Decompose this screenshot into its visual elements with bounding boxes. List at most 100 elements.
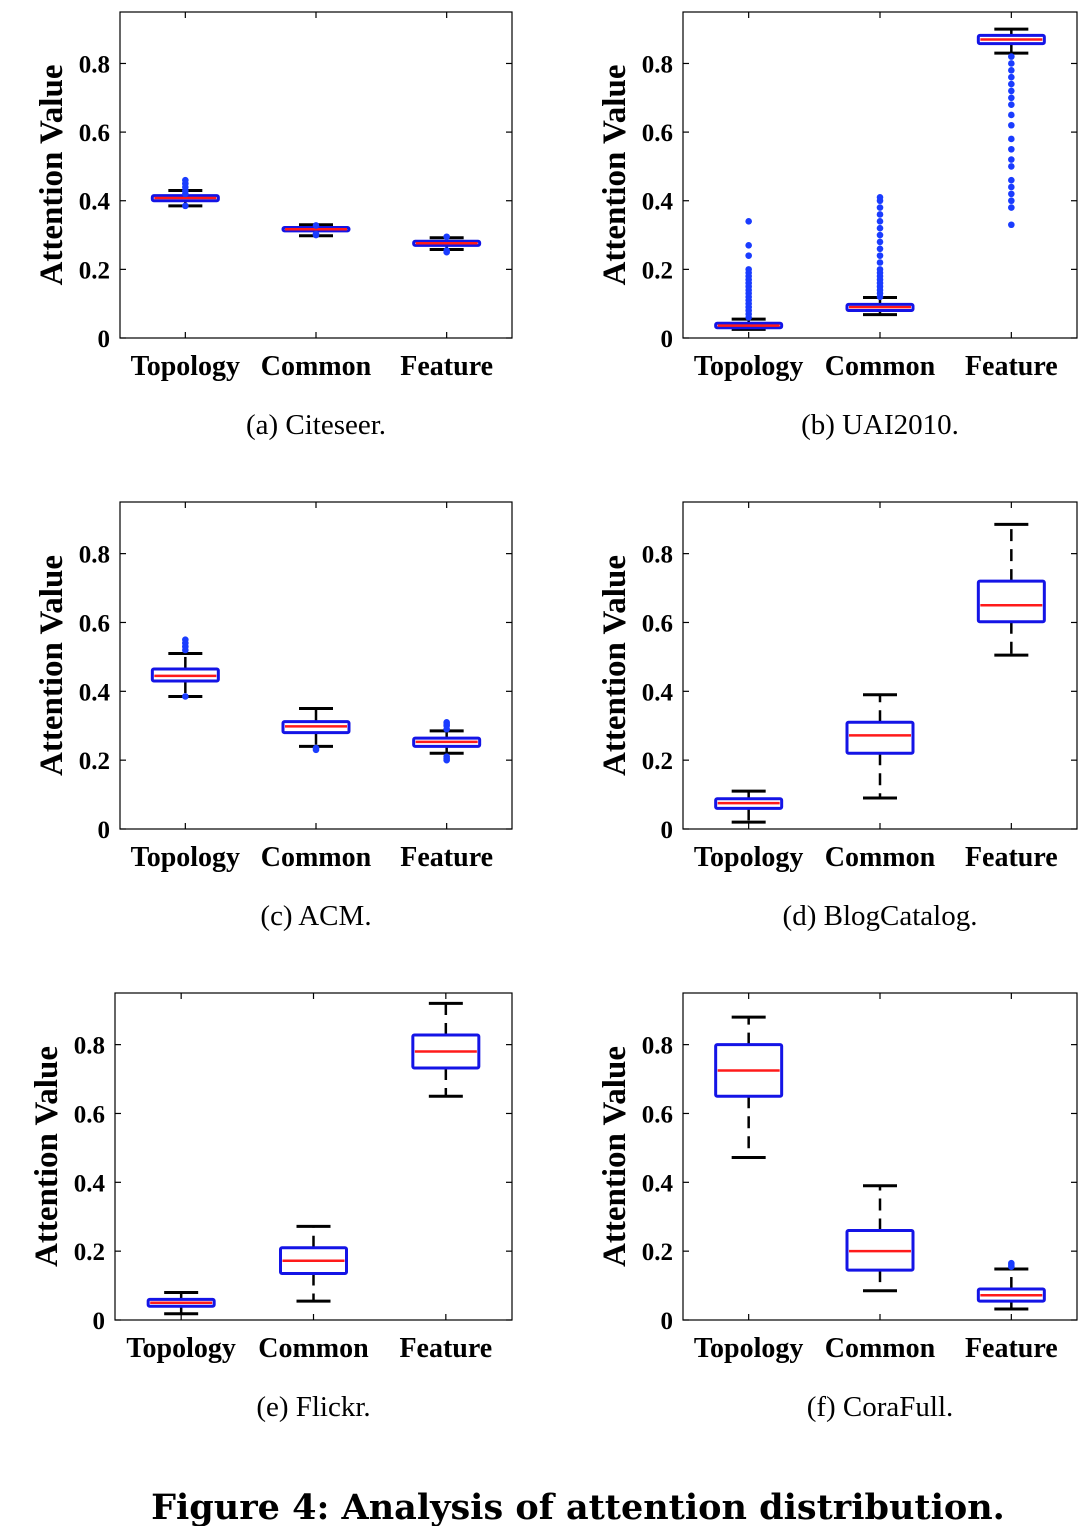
outlier-point [443, 753, 450, 761]
y-tick-label: 0.2 [642, 1239, 673, 1266]
outlier-point [312, 222, 320, 229]
outlier-point [1008, 121, 1015, 129]
y-tick-label: 0.6 [642, 120, 673, 147]
y-axis-label: Attention Value [597, 555, 633, 776]
x-category-label: Topology [694, 1333, 803, 1364]
chart-panel-6: 0 0.2 0.4 0.6 0.8 Topology Common Feature Attent… [597, 992, 1078, 1423]
x-category-label: Topology [694, 351, 803, 382]
y-tick-label: 0.6 [79, 120, 110, 147]
outlier-point [1008, 94, 1015, 102]
panel-caption: (d) BlogCatalog. [783, 900, 978, 932]
y-tick-label: 0.6 [79, 610, 110, 637]
outlier-point [312, 744, 320, 752]
chart-panel-2: 0 0.2 0.4 0.6 0.8 Topology Common Feature Attent… [597, 11, 1078, 441]
box-topology [714, 1015, 784, 1160]
x-category-label: Common [825, 1333, 936, 1364]
box-topology [146, 1290, 216, 1316]
outlier-point [1008, 101, 1015, 108]
y-tick-label: 0.4 [74, 1170, 106, 1197]
box-feature [976, 522, 1046, 657]
figure-caption: Figure 4: Analysis of attention distribu… [151, 1487, 1005, 1526]
outlier-point [876, 252, 884, 259]
y-tick-label: 0 [661, 817, 674, 844]
x-category-label: Topology [694, 842, 803, 873]
y-tick-label: 0.8 [79, 51, 110, 78]
outlier-point [745, 218, 752, 225]
outlier-point [876, 245, 884, 253]
plot-frame [119, 11, 513, 339]
x-category-label: Common [825, 351, 936, 382]
box-feature [411, 1001, 481, 1098]
box-topology [150, 636, 220, 700]
y-axis-label: Attention Value [597, 1046, 633, 1267]
y-tick-label: 0.2 [74, 1239, 105, 1266]
outlier-point [1008, 183, 1015, 191]
y-tick-label: 0.2 [642, 257, 673, 284]
outlier-point [1008, 53, 1015, 60]
x-category-label: Feature [965, 842, 1058, 873]
y-tick-label: 0 [98, 326, 111, 353]
outlier-point [876, 231, 884, 239]
y-tick-label: 0.8 [642, 542, 673, 569]
x-category-label: Common [261, 842, 372, 873]
y-tick-label: 0 [98, 817, 111, 844]
x-category-label: Topology [126, 1333, 235, 1364]
outlier-point [1008, 190, 1015, 198]
panel-caption: (b) UAI2010. [801, 409, 959, 441]
panel-caption: (e) Flickr. [256, 1391, 370, 1423]
x-category-label: Feature [965, 351, 1058, 382]
y-tick-label: 0.2 [79, 257, 110, 284]
y-tick-label: 0.4 [79, 679, 111, 706]
outlier-point [1008, 156, 1015, 163]
chart-panel-1: 0 0.2 0.4 0.6 0.8 Topology Common Feature Attent… [34, 11, 513, 441]
outlier-point [876, 259, 884, 266]
box-topology [714, 218, 784, 331]
outlier-point [876, 211, 884, 218]
x-category-label: Common [825, 842, 936, 873]
panel-caption: (c) ACM. [260, 900, 371, 932]
box-common [281, 222, 351, 239]
outlier-point [182, 202, 189, 210]
outlier-point [443, 247, 450, 254]
outlier-point [1008, 73, 1015, 81]
y-tick-label: 0.4 [642, 189, 674, 216]
y-tick-label: 0 [661, 326, 674, 353]
outlier-point [1008, 135, 1015, 143]
y-tick-label: 0.6 [74, 1101, 105, 1128]
chart-panel-4: 0 0.2 0.4 0.6 0.8 Topology Common Feature Attent… [597, 501, 1078, 932]
outlier-point [745, 266, 752, 273]
y-tick-label: 0.8 [74, 1033, 105, 1060]
box-feature [412, 718, 482, 764]
x-category-label: Feature [965, 1333, 1058, 1364]
outlier-point [1008, 87, 1015, 95]
chart-panel-3: 0 0.2 0.4 0.6 0.8 Topology Common Feature Attent… [34, 501, 513, 932]
y-axis-label: Attention Value [29, 1046, 65, 1267]
box-common [279, 1224, 348, 1303]
y-axis-label: Attention Value [597, 65, 633, 286]
panel-caption: (f) CoraFull. [807, 1391, 954, 1423]
box-topology [714, 789, 784, 824]
x-category-label: Common [261, 351, 372, 382]
x-category-label: Feature [400, 842, 493, 873]
y-tick-label: 0.4 [79, 189, 111, 216]
panel-caption: (a) Citeseer. [246, 409, 386, 441]
x-category-label: Topology [131, 842, 240, 873]
outlier-point [876, 194, 884, 201]
outlier-point [876, 224, 884, 232]
box-common [845, 1184, 915, 1293]
y-axis-label: Attention Value [34, 555, 70, 776]
chart-panel-5: 0 0.2 0.4 0.6 0.8 Topology Common Feature Attent… [29, 992, 513, 1423]
box-feature [976, 27, 1046, 229]
outlier-point [745, 252, 752, 259]
outlier-point [876, 266, 884, 273]
outlier-point [876, 204, 884, 211]
box-common [281, 707, 351, 754]
outlier-point [1008, 145, 1015, 153]
outlier-point [443, 718, 450, 726]
y-tick-label: 0 [661, 1308, 674, 1335]
outlier-point [1008, 204, 1015, 211]
y-tick-label: 0.8 [642, 1033, 673, 1060]
outlier-point [443, 233, 450, 241]
outlier-point [182, 693, 189, 700]
